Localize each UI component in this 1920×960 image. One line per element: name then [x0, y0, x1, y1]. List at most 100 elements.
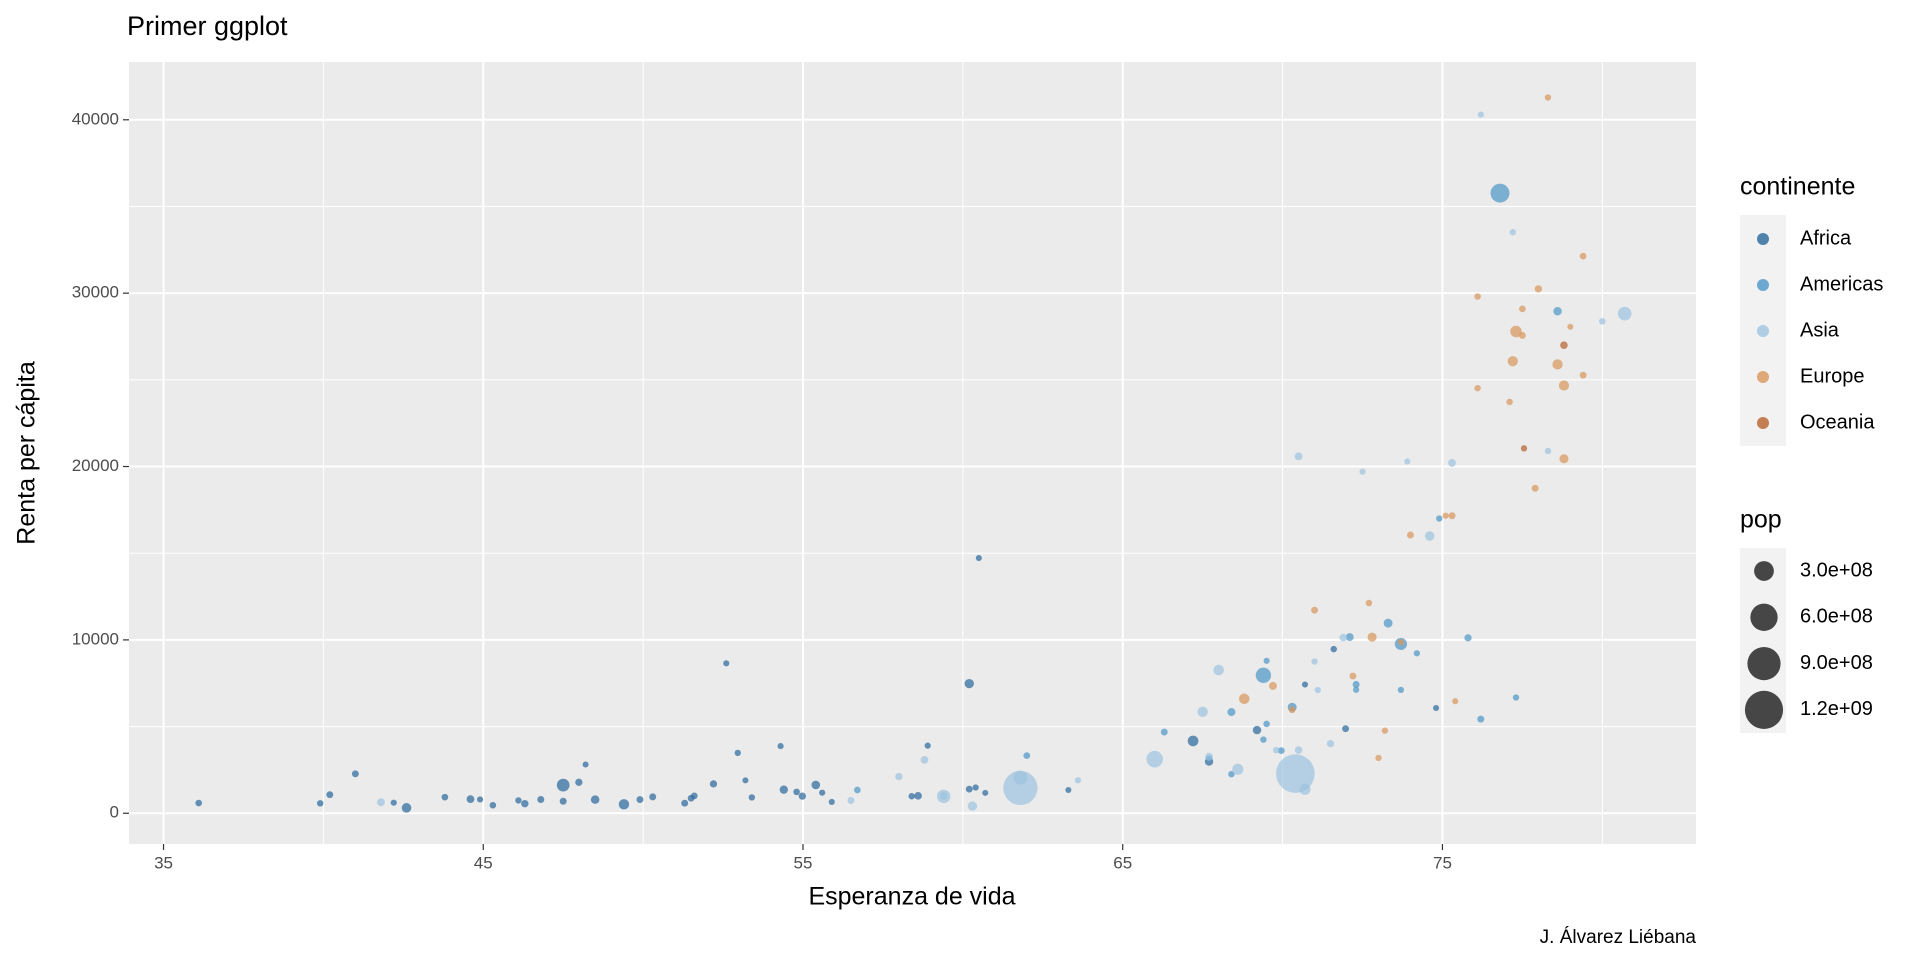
point: [1238, 693, 1250, 705]
point: [1349, 672, 1357, 680]
point: [819, 789, 826, 796]
point: [1567, 323, 1574, 330]
point: [316, 800, 324, 807]
legend-key: [1757, 371, 1769, 383]
legend-label: Africa: [1800, 227, 1852, 249]
point: [748, 794, 756, 801]
point: [1301, 681, 1309, 688]
point: [1227, 708, 1236, 717]
point: [1553, 307, 1562, 316]
point: [556, 778, 570, 792]
point: [1531, 484, 1539, 492]
point: [195, 799, 203, 807]
point: [920, 756, 929, 764]
point: [965, 785, 973, 793]
point: [1205, 752, 1213, 761]
point: [1477, 111, 1484, 118]
y-axis-label: Renta per cápita: [13, 361, 41, 545]
point: [687, 794, 695, 802]
point: [1160, 728, 1168, 736]
point: [1352, 680, 1360, 689]
point: [1272, 746, 1280, 754]
point: [1345, 633, 1354, 641]
point: [982, 789, 989, 796]
point: [975, 554, 982, 562]
point: [1464, 634, 1472, 642]
legend-label: Oceania: [1800, 411, 1875, 433]
point: [779, 785, 788, 794]
point: [908, 793, 915, 800]
point: [1519, 305, 1526, 313]
size-legend-key: [1750, 603, 1778, 631]
point: [1353, 686, 1360, 693]
point: [1448, 512, 1456, 520]
point: [1436, 515, 1443, 522]
point: [1146, 750, 1163, 768]
point: [972, 784, 979, 791]
size-legend-label: 9.0e+08: [1800, 652, 1873, 674]
point: [618, 799, 630, 810]
point: [636, 796, 644, 804]
point: [590, 795, 600, 804]
point: [521, 799, 529, 808]
point: [1359, 468, 1366, 475]
x-tick-label: 55: [794, 853, 813, 872]
point: [924, 742, 931, 749]
point: [1559, 454, 1569, 464]
point: [1023, 752, 1031, 759]
point: [1263, 657, 1270, 664]
y-tick-label: 10000: [72, 629, 119, 648]
point: [939, 791, 948, 800]
legend-key: [1757, 417, 1769, 429]
point: [811, 780, 821, 790]
point: [1448, 459, 1456, 467]
size-legend-label: 6.0e+08: [1800, 606, 1873, 628]
point: [1490, 183, 1510, 203]
point: [1252, 725, 1262, 735]
point: [1506, 398, 1513, 406]
point: [1560, 341, 1568, 350]
point: [1187, 735, 1199, 747]
point: [1269, 681, 1277, 690]
point: [1255, 667, 1272, 683]
point: [777, 743, 784, 750]
point: [847, 797, 855, 805]
point: [895, 772, 903, 781]
point: [1277, 747, 1285, 754]
point: [1013, 770, 1028, 785]
point: [854, 786, 861, 794]
point: [1288, 706, 1296, 714]
point: [723, 660, 730, 667]
point: [1452, 698, 1459, 705]
point: [1442, 512, 1449, 519]
point: [1520, 445, 1528, 452]
point: [798, 792, 806, 800]
point: [1299, 783, 1311, 795]
size-legend-title: pop: [1740, 506, 1782, 534]
point: [828, 798, 835, 805]
point: [1404, 458, 1411, 465]
point: [377, 798, 385, 807]
legend-key: [1757, 325, 1769, 337]
point: [1397, 686, 1405, 694]
point: [793, 788, 800, 796]
point: [649, 793, 657, 801]
point: [1232, 763, 1244, 775]
point: [1599, 317, 1606, 325]
x-tick-label: 75: [1433, 853, 1452, 872]
point: [1474, 293, 1481, 300]
legend-key: [1757, 279, 1769, 291]
caption: J. Álvarez Liébana: [1540, 927, 1697, 948]
x-tick-label: 65: [1113, 853, 1132, 872]
point: [709, 780, 718, 788]
point: [1197, 706, 1208, 717]
point: [964, 678, 974, 689]
point: [1544, 94, 1552, 101]
x-tick-label: 35: [154, 853, 173, 872]
point: [1330, 645, 1337, 653]
point: [1065, 787, 1072, 794]
point: [1365, 599, 1373, 607]
point: [1579, 371, 1587, 379]
legend-key: [1757, 233, 1769, 245]
